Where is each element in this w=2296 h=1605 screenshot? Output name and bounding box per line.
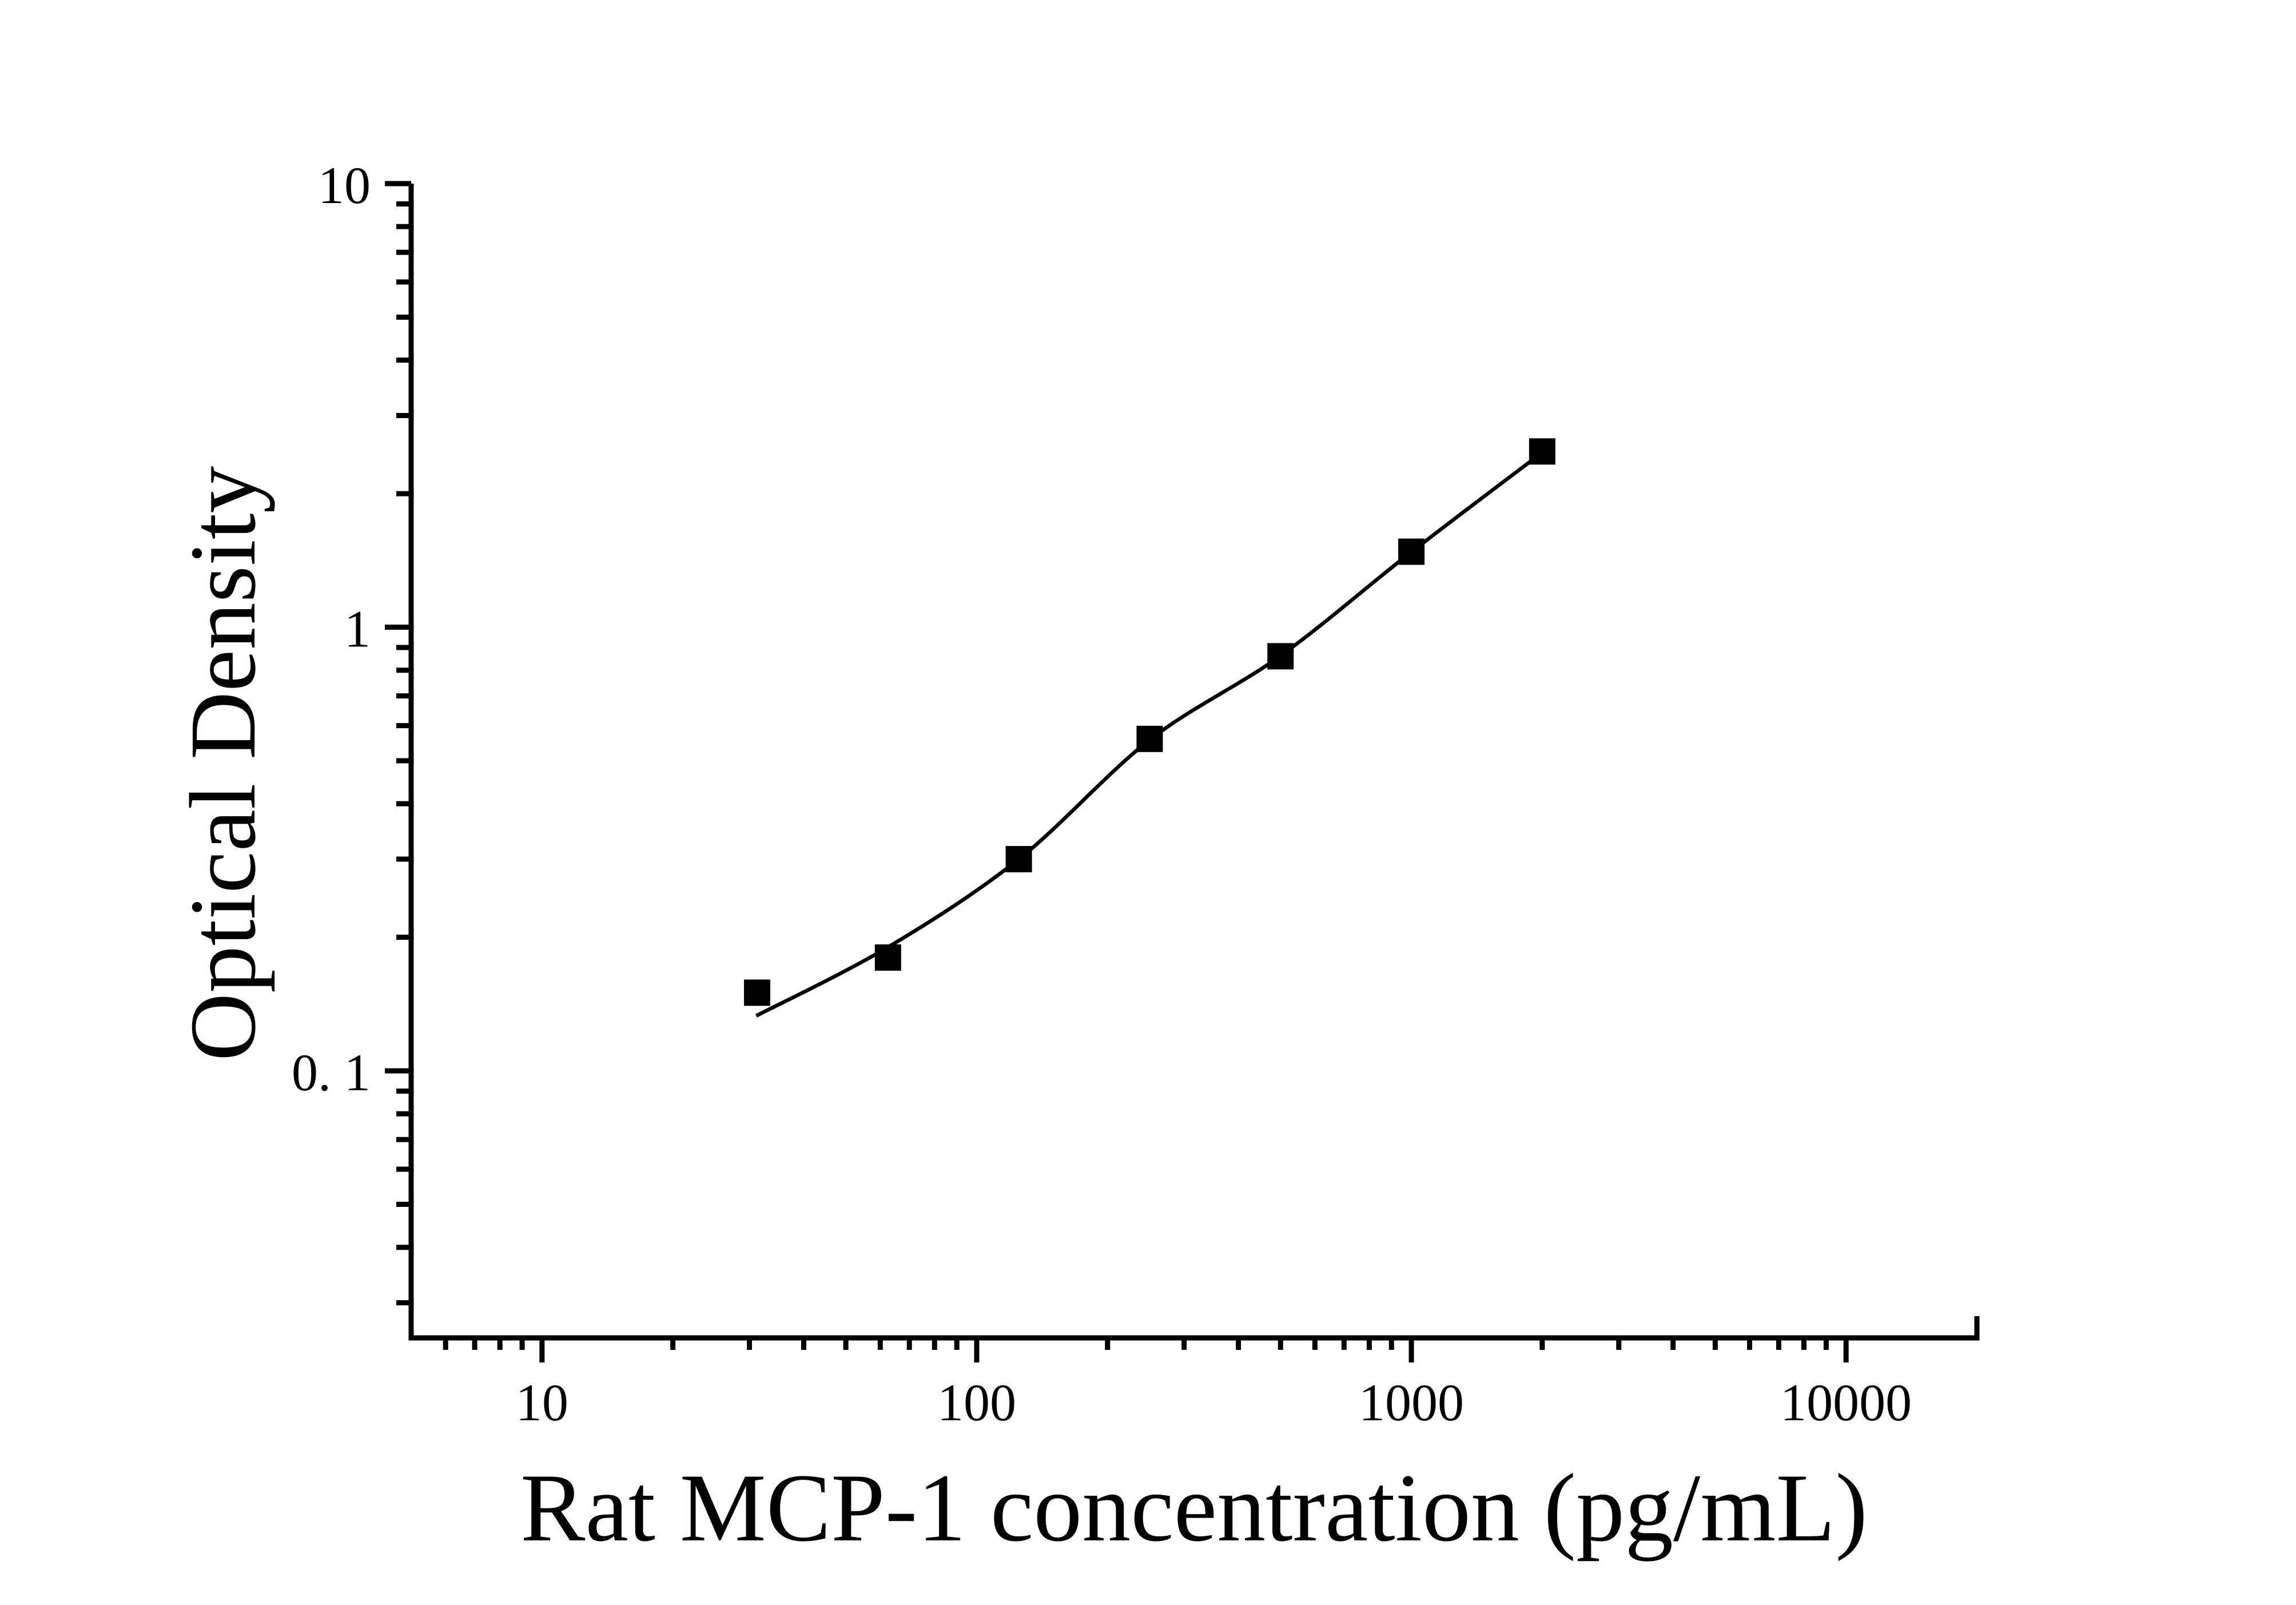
x-tick-label: 10: [516, 1373, 568, 1432]
data-point-marker: [1005, 846, 1032, 873]
data-point-markers: [743, 438, 1555, 1006]
x-tick-label: 10000: [1780, 1373, 1912, 1432]
data-point-marker: [874, 944, 901, 971]
data-point-marker: [743, 979, 770, 1006]
x-tick-label: 1000: [1359, 1373, 1464, 1432]
y-tick-label: 0. 1: [292, 1043, 371, 1102]
data-point-marker: [1398, 538, 1425, 565]
x-axis-ticks: [443, 1338, 1849, 1362]
y-tick-label: 1: [344, 600, 371, 658]
data-point-marker: [1136, 725, 1163, 752]
x-axis-title: Rat MCP-1 concentration (pg/mL): [520, 1454, 1868, 1562]
x-tick-label: 100: [937, 1373, 1016, 1432]
y-axis-title: Optical Density: [170, 466, 275, 1061]
data-point-marker: [1267, 643, 1294, 670]
data-point-marker: [1529, 438, 1555, 465]
y-tick-label: 10: [318, 156, 371, 214]
y-axis-tick-labels: 0. 1 1 10: [292, 156, 371, 1102]
axis-frame: [408, 184, 1980, 1341]
x-axis-tick-labels: 10 100 1000 10000: [516, 1373, 1912, 1432]
y-axis-ticks: [385, 181, 411, 1306]
